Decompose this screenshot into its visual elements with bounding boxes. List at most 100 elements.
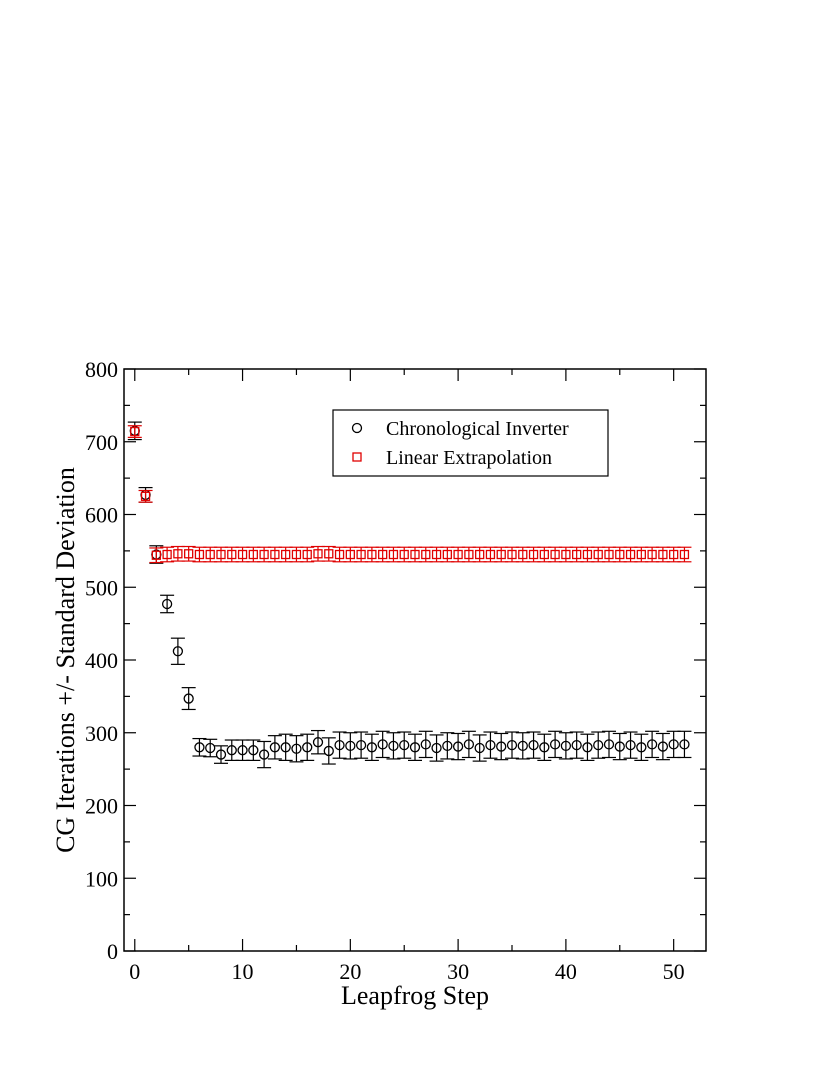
data-point-square (399, 549, 409, 560)
data-point-circle (539, 742, 550, 753)
data-point-square (345, 549, 355, 560)
y-tick-label: 0 (107, 939, 118, 964)
data-point-circle (334, 739, 345, 751)
data-point-circle (258, 749, 270, 760)
data-point-square (528, 549, 539, 560)
data-point-square (367, 549, 377, 560)
plot-frame (123, 368, 707, 952)
data-point-circle (269, 742, 281, 753)
data-point-square (173, 549, 183, 559)
data-point-square (302, 549, 312, 560)
data-point-circle (474, 742, 485, 754)
x-tick-label: 50 (663, 959, 685, 984)
data-point-square (227, 549, 237, 560)
x-tick-label: 10 (232, 959, 254, 984)
data-point-circle (582, 742, 593, 753)
data-point-circle (593, 739, 604, 751)
data-point-square (582, 549, 593, 560)
data-point-circle (485, 739, 496, 751)
data-point-square (356, 549, 366, 560)
y-tick-label: 200 (85, 794, 118, 819)
data-point-square (248, 549, 258, 560)
legend-box (332, 409, 609, 477)
data-point-circle (442, 740, 453, 751)
data-point-circle (355, 739, 367, 751)
data-point-square (561, 549, 571, 560)
data-point-square (151, 550, 161, 560)
x-axis-label: Leapfrog Step (341, 981, 489, 1010)
y-tick-label: 600 (85, 503, 118, 528)
data-point-circle (248, 745, 259, 756)
data-point-square (572, 549, 582, 560)
data-point-circle (323, 745, 334, 757)
data-point-circle (506, 739, 518, 751)
data-point-square (647, 549, 657, 560)
legend-label-chronological: Chronological Inverter (386, 418, 569, 440)
data-point-square (313, 549, 323, 559)
data-point-square (324, 549, 334, 559)
data-point-circle (636, 742, 647, 753)
data-point-circle (194, 742, 205, 753)
data-point-circle (517, 740, 528, 751)
data-point-square (216, 549, 226, 560)
data-point-circle (614, 741, 625, 752)
data-point-circle (657, 741, 669, 752)
data-point-square (636, 549, 646, 560)
data-point-square (625, 549, 636, 560)
data-point-circle (571, 739, 582, 751)
data-point-circle (452, 741, 464, 752)
data-point-circle (388, 740, 399, 751)
data-point-square (140, 491, 151, 501)
data-point-square (518, 549, 528, 560)
data-point-circle (560, 740, 572, 751)
data-point-square (496, 549, 506, 560)
data-point-square (270, 549, 280, 560)
data-point-square (205, 549, 215, 560)
data-point-square (259, 549, 269, 560)
x-tick-label: 0 (129, 959, 140, 984)
data-point-circle (226, 745, 237, 756)
data-point-circle (399, 739, 410, 751)
data-point-square (475, 549, 485, 560)
y-tick-label: 800 (85, 357, 118, 382)
data-point-square (281, 549, 291, 560)
data-point-circle (205, 742, 216, 754)
data-point-circle (528, 739, 539, 751)
y-tick-label: 500 (85, 575, 118, 600)
y-tick-label: 400 (85, 648, 118, 673)
y-tick-label: 300 (85, 721, 118, 746)
series-linear-extrapolation (127, 425, 692, 564)
legend-marker-linear (352, 452, 362, 462)
data-point-circle (345, 740, 356, 751)
data-point-circle (215, 749, 227, 760)
data-point-square (194, 549, 205, 560)
data-point-square (550, 549, 560, 560)
data-point-circle (172, 646, 184, 657)
data-point-circle (420, 739, 431, 750)
data-point-square (410, 549, 420, 560)
data-point-square (388, 549, 399, 560)
data-point-square (669, 549, 679, 560)
series-chronological-inverter (127, 421, 692, 769)
y-tick-label: 100 (85, 866, 118, 891)
data-point-square (237, 549, 248, 560)
legend: Chronological Inverter Linear Extrapolat… (332, 409, 609, 477)
y-tick-label: 700 (85, 430, 118, 455)
data-point-circle (679, 739, 690, 750)
data-point-square (507, 549, 517, 560)
data-point-square (658, 549, 668, 560)
data-point-square (442, 549, 452, 560)
data-point-circle (366, 742, 378, 753)
data-point-circle (291, 743, 302, 754)
data-point-square (184, 549, 194, 559)
legend-label-linear: Linear Extrapolation (386, 447, 552, 469)
data-point-square (464, 549, 474, 560)
data-point-square (421, 549, 431, 560)
data-point-square (593, 549, 603, 560)
series-layer (127, 421, 692, 769)
data-point-square (378, 549, 388, 560)
data-point-square (679, 549, 690, 560)
